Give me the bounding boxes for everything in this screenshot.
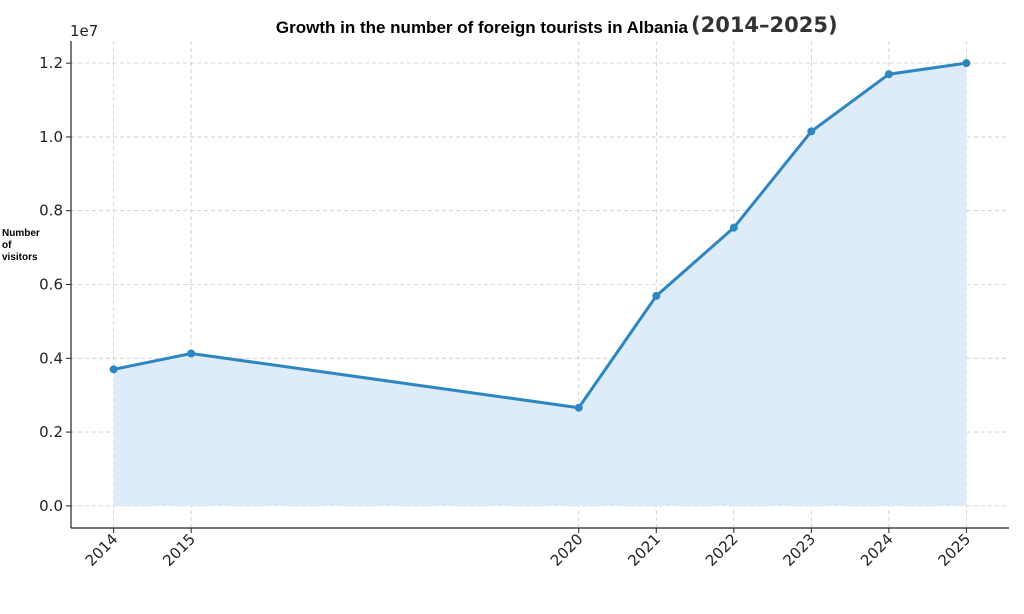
y-offset-label: 1e7 [70, 22, 98, 40]
data-point [884, 70, 893, 79]
y-tick-label: 0.6 [39, 276, 63, 294]
x-tick-label: 2024 [857, 530, 897, 570]
y-tick-label: 0.8 [39, 202, 63, 220]
data-point [652, 291, 661, 300]
data-point [962, 59, 971, 68]
y-tick-label: 0.0 [39, 497, 63, 515]
series-area [113, 63, 967, 506]
data-point [187, 349, 196, 358]
data-point [807, 127, 816, 136]
area-layer [113, 63, 967, 506]
x-tick-label: 2023 [779, 530, 819, 570]
data-point [574, 403, 583, 412]
x-ticks: 2014 2015 2020 2021 2022 2023 2024 2025 [82, 528, 974, 570]
y-tick-label: 0.2 [39, 423, 63, 441]
y-axis-label-line: Number [2, 228, 40, 239]
y-axis-label-line: visitors [2, 252, 38, 263]
data-point [109, 365, 118, 374]
y-tick-label: 1.2 [39, 54, 63, 72]
line-layer [113, 61, 967, 410]
chart-title: Growth in the number of foreign tourists… [276, 18, 689, 37]
x-tick-label: 2014 [82, 530, 122, 570]
chart-title-suffix: (2014–2025) [691, 13, 838, 37]
x-tick-label: 2021 [624, 530, 664, 570]
y-tick-label: 0.4 [39, 349, 63, 367]
y-ticks: 0.0 0.2 0.4 0.6 0.8 1.0 1.2 [39, 54, 71, 515]
data-point [729, 223, 738, 232]
points-layer [109, 59, 971, 412]
series-line [113, 61, 967, 410]
x-tick-label: 2022 [702, 530, 742, 570]
y-tick-label: 1.0 [39, 128, 63, 146]
y-axis-label-line: of [2, 240, 12, 251]
x-tick-label: 2015 [159, 530, 199, 570]
x-tick-label: 2020 [547, 530, 587, 570]
y-axis-label: Number of visitors [2, 228, 40, 263]
x-tick-label: 2025 [934, 530, 974, 570]
